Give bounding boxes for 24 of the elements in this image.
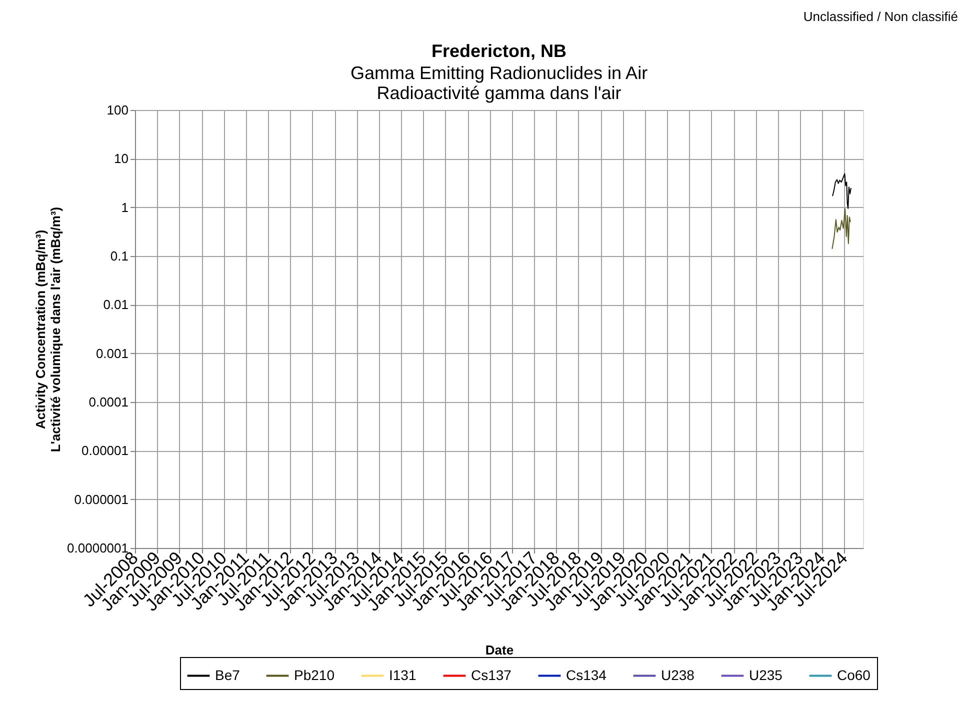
- y-tick-label: 10: [114, 151, 128, 166]
- y-tick-label: 100: [106, 102, 128, 118]
- y-tick-label: 0.001: [96, 346, 128, 361]
- y-tick-label: 0.0001: [88, 394, 128, 410]
- y-tick-label: 1: [121, 200, 128, 215]
- legend-label: Co60: [837, 666, 871, 683]
- y-axis-title: Activity Concentration (mBq/m³) L'activité volumique dans l'air (mBq/m³): [33, 206, 64, 452]
- legend-label: U235: [749, 666, 783, 683]
- legend-label: U238: [661, 666, 695, 683]
- text: Unclassified / Non classifié: [803, 9, 958, 24]
- line-series: [832, 208, 851, 250]
- line-series: [832, 173, 852, 209]
- chart-title: Fredericton, NB: [431, 41, 567, 61]
- legend-label: Cs134: [566, 666, 607, 683]
- legend-label: I131: [389, 666, 416, 683]
- chart-subtitle: Gamma Emitting Radionuclides in Air Radioactivité gamma dans l'air: [350, 63, 648, 103]
- y-tick-label: 0.1: [110, 248, 128, 264]
- legend-label: Pb210: [294, 666, 335, 683]
- y-tick-label: 0.00001: [82, 443, 128, 458]
- legend-label: Be7: [215, 666, 240, 683]
- y-tick-label: 0.01: [103, 297, 128, 312]
- legend-label: Cs137: [471, 666, 512, 683]
- x-axis-title: Date: [485, 642, 514, 658]
- y-tick-label: 0.000001: [74, 492, 128, 507]
